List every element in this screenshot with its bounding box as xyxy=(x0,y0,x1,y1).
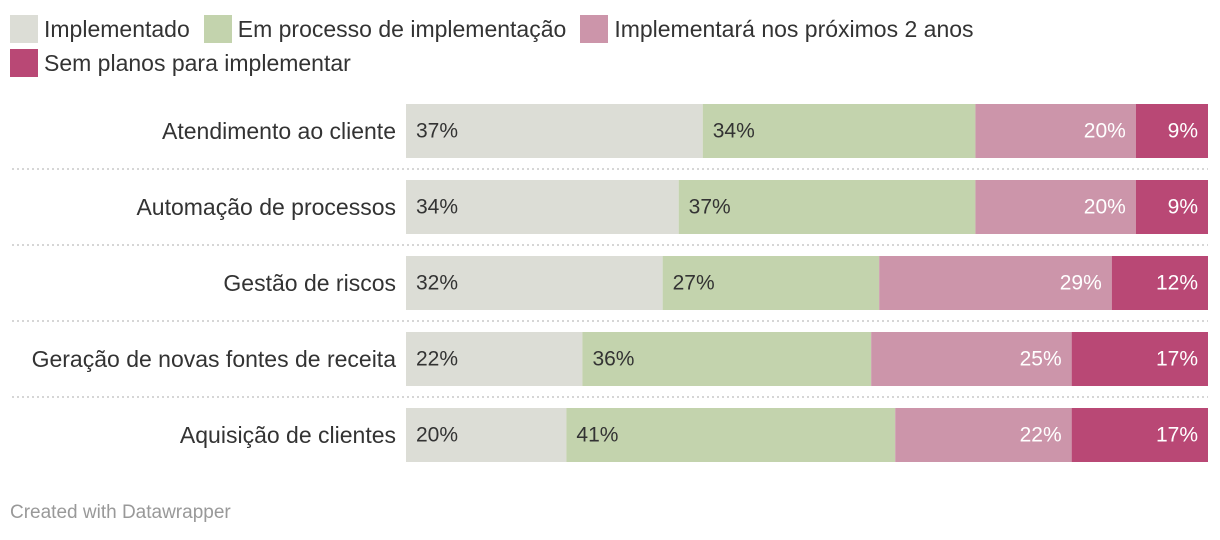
data-label: 9% xyxy=(1168,196,1198,219)
bar-segment xyxy=(566,408,896,462)
data-label: 9% xyxy=(1168,120,1198,143)
bar-segment xyxy=(406,104,703,158)
row-label: Geração de novas fontes de receita xyxy=(32,346,397,372)
bar-segment xyxy=(406,332,583,386)
data-label: 34% xyxy=(713,120,755,143)
bar-segment xyxy=(1135,180,1208,234)
legend-item: Sem planos para implementar xyxy=(10,49,351,77)
bar-segment xyxy=(879,256,1112,310)
legend-swatch xyxy=(580,15,609,43)
data-label: 22% xyxy=(416,348,458,371)
bar-segment xyxy=(406,256,663,310)
legend-label: Sem planos para implementar xyxy=(44,50,351,76)
datawrapper-credit[interactable]: Created with Datawrapper xyxy=(10,502,231,523)
data-label: 36% xyxy=(592,348,634,371)
row-label: Gestão de riscos xyxy=(223,270,396,296)
bar-segment xyxy=(678,180,976,234)
data-label: 17% xyxy=(1156,348,1198,371)
legend-swatch xyxy=(10,15,38,43)
row-label: Atendimento ao cliente xyxy=(162,118,396,144)
legend-item: Implementará nos próximos 2 anos xyxy=(580,15,974,43)
bar-segment xyxy=(406,180,679,234)
data-label: 22% xyxy=(1020,424,1062,447)
data-label: 41% xyxy=(576,424,618,447)
legend-swatch xyxy=(203,15,232,43)
data-label: 12% xyxy=(1156,272,1198,295)
bar-segment xyxy=(975,180,1136,234)
data-label: 20% xyxy=(1084,196,1126,219)
bar-segment xyxy=(702,104,976,158)
bar-segment xyxy=(406,408,567,462)
legend-label: Implementado xyxy=(44,16,190,42)
bar-segment xyxy=(1071,408,1208,462)
data-label: 29% xyxy=(1060,272,1102,295)
bar-segment xyxy=(895,408,1072,462)
legend-item: Em processo de implementação xyxy=(203,15,567,43)
data-label: 20% xyxy=(416,424,458,447)
stacked-bar-chart: Atendimento ao cliente 37% 34% 20% 9% Automaç… xyxy=(12,104,1208,462)
bar-segment xyxy=(1111,256,1208,310)
data-label: 37% xyxy=(416,120,458,143)
legend-swatch xyxy=(10,49,38,77)
row-label: Aquisição de clientes xyxy=(180,422,396,448)
chart-legend: Implementado Em processo de implementação… xyxy=(10,12,1210,80)
data-label: 37% xyxy=(689,196,731,219)
data-label: 34% xyxy=(416,196,458,219)
legend-item: Implementado xyxy=(10,15,190,43)
data-label: 32% xyxy=(416,272,458,295)
legend-label: Em processo de implementação xyxy=(237,16,567,42)
data-label: 27% xyxy=(673,272,715,295)
bar-segment xyxy=(1071,332,1208,386)
bar-segment xyxy=(871,332,1072,386)
bar-segment xyxy=(662,256,880,310)
bar-segment xyxy=(582,332,872,386)
row-label: Automação de processos xyxy=(136,194,396,220)
data-label: 25% xyxy=(1020,348,1062,371)
legend-label: Implementará nos próximos 2 anos xyxy=(614,16,974,42)
bar-segment xyxy=(975,104,1136,158)
data-label: 17% xyxy=(1156,424,1198,447)
data-label: 20% xyxy=(1084,120,1126,143)
bar-segment xyxy=(1135,104,1208,158)
